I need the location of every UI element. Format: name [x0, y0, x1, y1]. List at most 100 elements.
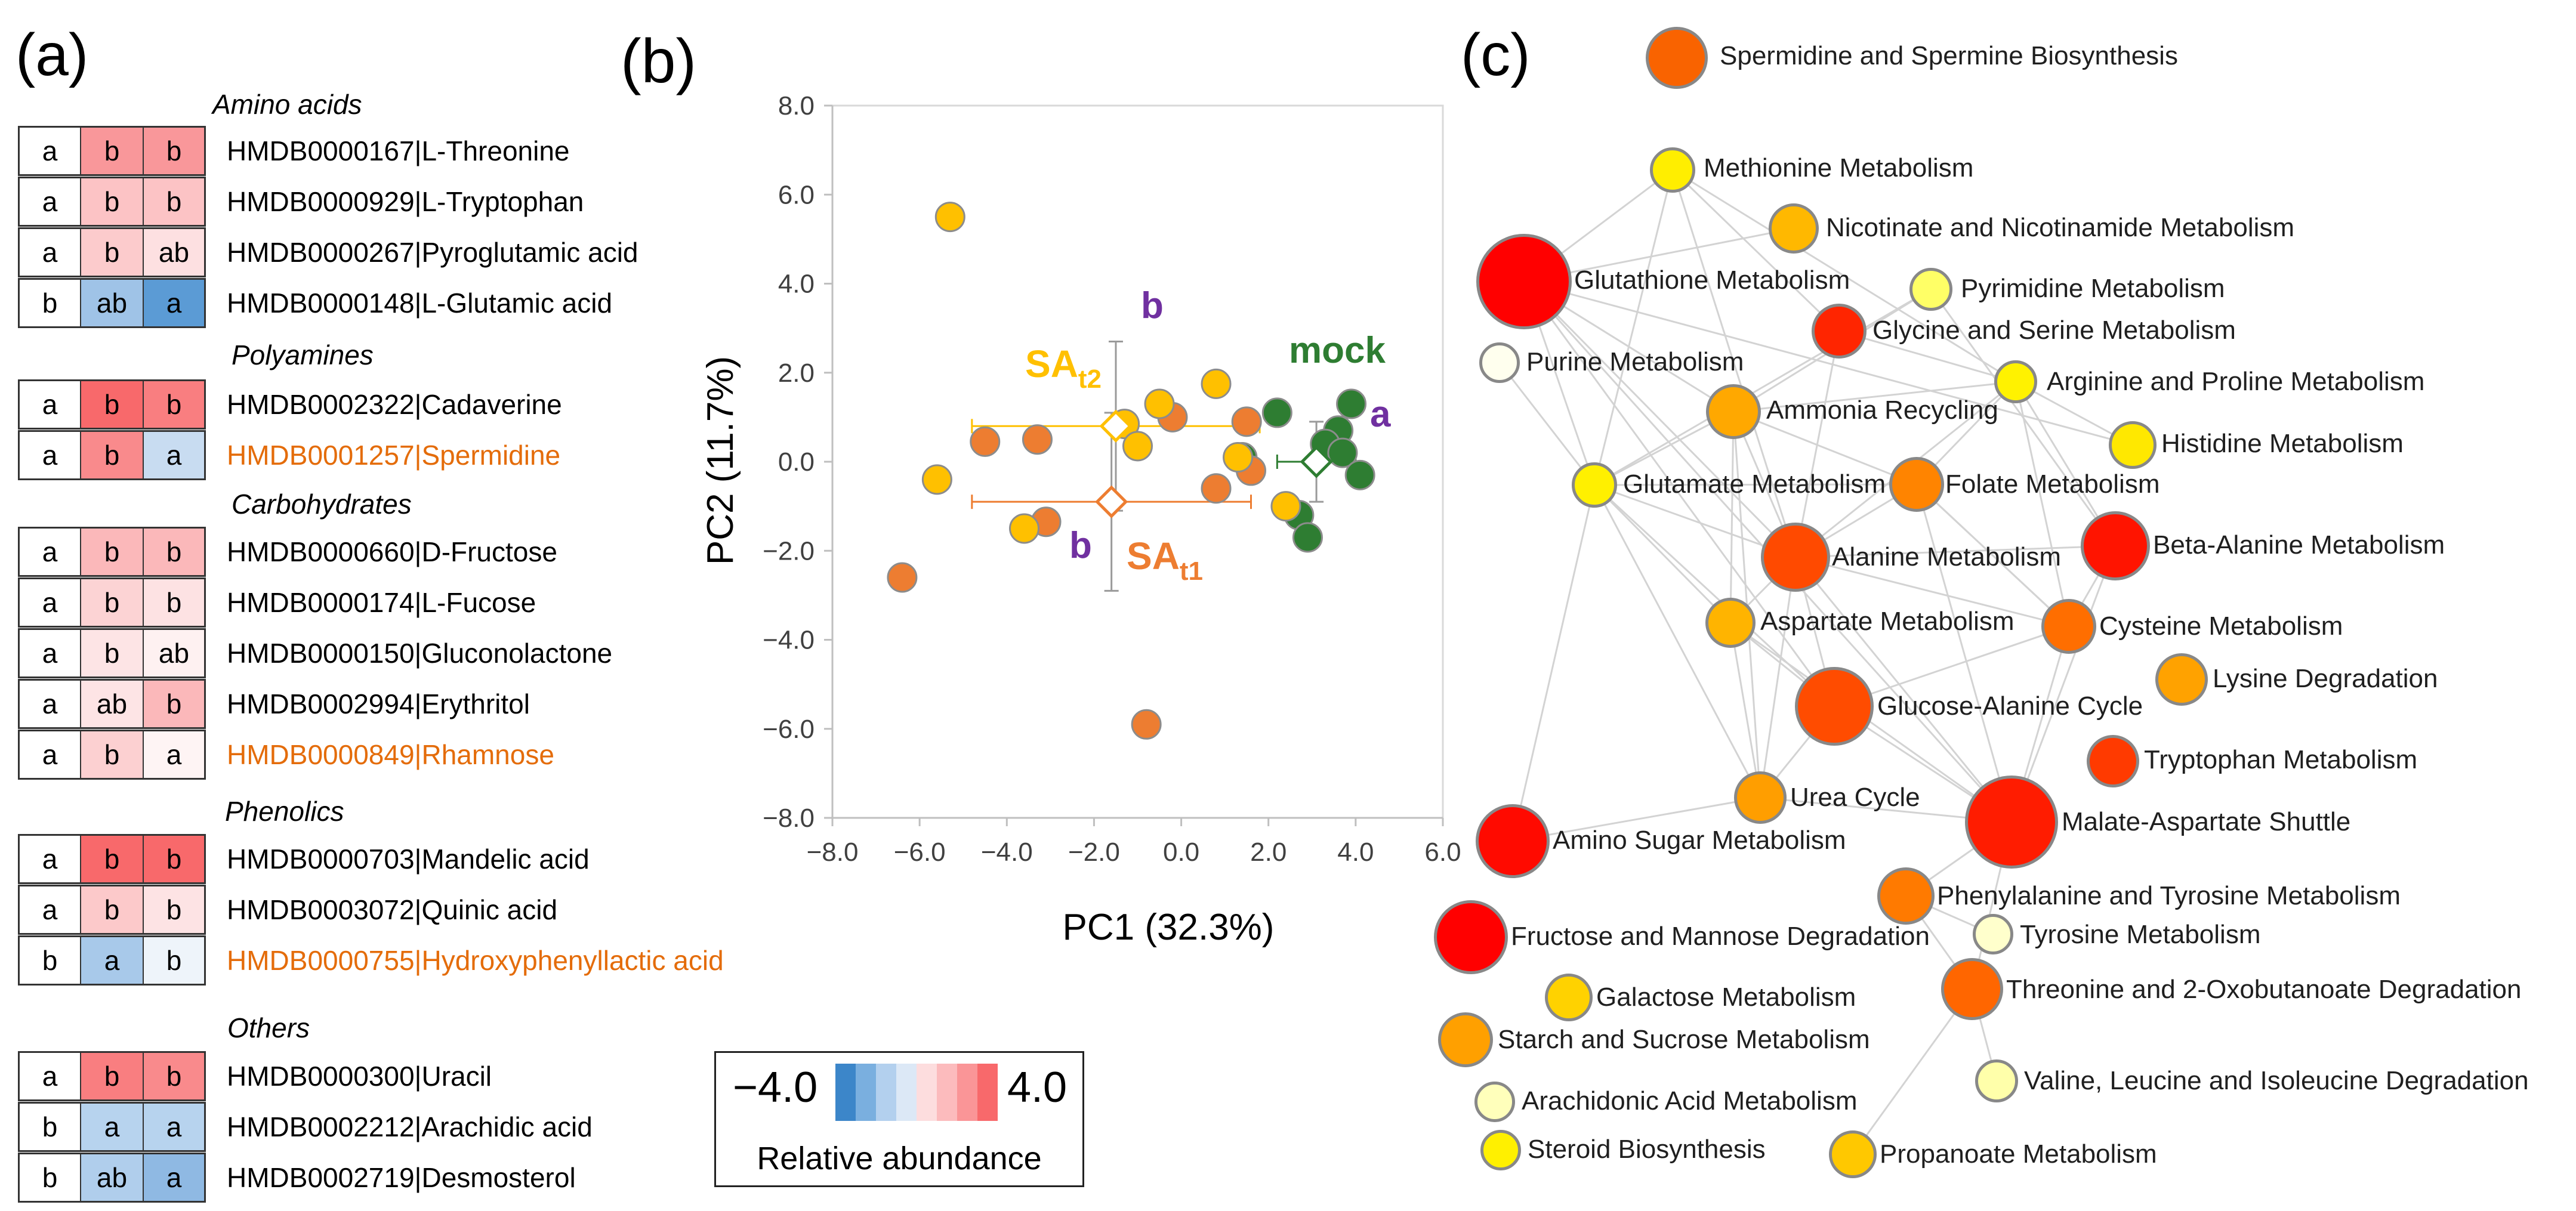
point-sat1	[970, 426, 1001, 457]
pathway-node	[2155, 653, 2208, 706]
metabolite-label: HMDB0000929|L-Tryptophan	[227, 186, 584, 217]
network-edge	[1729, 411, 1735, 623]
network-edge	[1498, 362, 1596, 486]
network-edge	[2014, 381, 2070, 627]
network-edge	[1672, 169, 2016, 383]
point-sat2	[1122, 431, 1153, 462]
pathway-label: Methionine Metabolism	[1704, 153, 1974, 183]
pathway-node	[1650, 147, 1695, 193]
pathway-node	[1479, 342, 1520, 383]
y-tick-label: −2.0	[763, 536, 815, 566]
x-tick-label: 6.0	[1424, 838, 1461, 867]
pathway-label: Urea Cycle	[1790, 783, 1920, 812]
sa-t2-sub: t2	[1078, 364, 1102, 394]
sa-t2-main: SA	[1025, 342, 1078, 385]
pathway-node	[1812, 304, 1867, 359]
point-mock	[1261, 397, 1292, 428]
metabolite-label: HMDB0000300|Uracil	[227, 1061, 492, 1092]
point-sat1	[1131, 709, 1162, 740]
section-title: Carbohydrates	[232, 489, 412, 520]
panel-label-b: (b)	[621, 27, 696, 96]
metabolite-label: HMDB0000150|Gluconolactone	[227, 638, 613, 669]
pathway-label: Steroid Biosynthesis	[1528, 1135, 1766, 1164]
pathway-label: Beta-Alanine Metabolism	[2153, 530, 2445, 560]
centroid-sat1	[1095, 485, 1128, 518]
heatmap-cell: b	[143, 177, 206, 227]
heatmap-cell: b	[143, 527, 206, 577]
metabolite-label: HMDB0003072|Quinic acid	[227, 894, 558, 925]
centroid-mock	[1300, 445, 1333, 478]
legend-swatch	[876, 1064, 896, 1121]
pathway-node	[1795, 667, 1874, 746]
annotation-sa-t1: SAt1	[1127, 535, 1203, 586]
pathway-label: Histidine Metabolism	[2161, 429, 2404, 458]
pathway-node	[1438, 1012, 1493, 1067]
metabolite-label: HMDB0002212|Arachidic acid	[227, 1111, 593, 1142]
pathway-label: Spermidine and Spermine Biosynthesis	[1720, 41, 2178, 70]
heatmap-cell: a	[81, 935, 143, 986]
heatmap-cell: b	[143, 126, 206, 176]
pathway-node	[1572, 462, 1617, 508]
metabolite-label: HMDB0000660|D-Fructose	[227, 536, 557, 567]
point-sat2	[1009, 513, 1040, 544]
heatmap-cell: a	[143, 430, 206, 480]
heatmap-cell: ab	[81, 278, 143, 328]
point-sat2	[1144, 388, 1175, 419]
sa-t1-main: SA	[1127, 535, 1180, 577]
network-edge	[1915, 483, 2070, 628]
group-centroids	[1095, 409, 1333, 518]
network-edge	[1593, 484, 1732, 624]
heatmap-cell: b	[81, 885, 143, 935]
network-edge	[1523, 280, 2133, 446]
panel-label-c: (c)	[1461, 21, 1531, 88]
heatmap-cell: a	[18, 227, 81, 277]
pathway-label: Threonine and 2-Oxobutanoate Degradation	[2006, 975, 2522, 1004]
network-edge	[1730, 622, 2012, 823]
y-tick-label: −4.0	[763, 626, 815, 655]
pathway-node	[1909, 268, 1952, 311]
network-edge	[1852, 988, 1973, 1155]
pathway-label: Arginine and Proline Metabolism	[2047, 367, 2425, 396]
network-edge	[1915, 484, 2013, 823]
point-sat2	[1223, 442, 1254, 473]
legend-title: Relative abundance	[757, 1141, 1042, 1176]
heatmap-cell: b	[81, 527, 143, 577]
x-tick-label: 0.0	[1163, 838, 1199, 867]
panel-label-a: (a)	[16, 21, 89, 88]
heatmap-cell: b	[81, 730, 143, 780]
heatmap-cell: b	[143, 834, 206, 884]
y-tick-label: 2.0	[778, 359, 815, 388]
pathway-node	[1994, 360, 2037, 403]
heatmap-cell: ab	[143, 227, 206, 277]
heatmap-cell: b	[18, 1153, 81, 1203]
heatmap-cell: b	[18, 935, 81, 986]
network-edge	[1795, 556, 2069, 628]
pathway-node	[1877, 867, 1935, 925]
point-sat2	[934, 202, 965, 233]
network-edge	[1593, 484, 1835, 708]
metabolite-label: HMDB0000174|L-Fucose	[227, 587, 536, 618]
heatmap-cell: b	[81, 379, 143, 430]
heatmap-cell: a	[18, 1051, 81, 1101]
point-mock	[1344, 459, 1375, 490]
heatmap-cell: b	[143, 885, 206, 935]
network-edge	[1733, 410, 1917, 486]
legend-swatch	[957, 1064, 977, 1121]
pathway-label: Galactose Metabolism	[1596, 983, 1856, 1012]
sa-t1-sub: t1	[1180, 557, 1203, 586]
annotation-b-upper: b	[1141, 285, 1164, 326]
annotation-sa-t2: SAt2	[1025, 342, 1102, 394]
y-tick-label: −8.0	[763, 804, 815, 833]
pathway-node	[1476, 234, 1572, 329]
heatmap-cell: a	[18, 628, 81, 678]
network-edge	[1594, 288, 1932, 486]
pathway-label: Pyrimidine Metabolism	[1961, 274, 2225, 303]
x-tick-label: 4.0	[1337, 838, 1374, 867]
section-title: Others	[227, 1012, 310, 1043]
pathway-node	[1761, 523, 1830, 592]
metabolite-label: HMDB0000703|Mandelic acid	[227, 844, 590, 875]
network-edge	[1794, 557, 2013, 823]
network-edge	[2010, 545, 2117, 823]
